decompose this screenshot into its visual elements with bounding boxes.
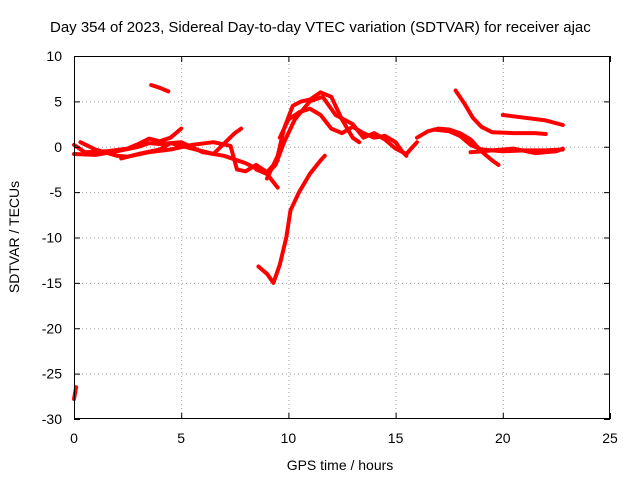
series-arc-short	[149, 83, 171, 94]
x-tick-label: 0	[70, 430, 78, 446]
chart-title: Day 354 of 2023, Sidereal Day-to-day VTE…	[50, 19, 591, 36]
y-tick-label: -20	[42, 320, 62, 336]
series-arc-afternoon	[415, 126, 501, 167]
series-arc-evening-a	[453, 88, 548, 136]
x-tick-label: 15	[388, 430, 404, 446]
series-arc-peak-b	[254, 94, 419, 176]
y-axis-label: SDTVAR / TECUs	[6, 181, 22, 293]
y-tick-label: -10	[42, 230, 62, 246]
series-arc-morning-d	[78, 140, 280, 175]
grid-lines	[74, 56, 610, 419]
y-tick-label: -5	[50, 184, 63, 200]
x-tick-label: 20	[495, 430, 511, 446]
x-tick-label: 10	[281, 430, 297, 446]
y-tick-label: -30	[42, 411, 62, 427]
x-tick-label: 5	[177, 430, 185, 446]
x-tick-label: 25	[602, 430, 618, 446]
series-arc-dip	[256, 153, 327, 285]
y-tick-label: 10	[46, 48, 62, 64]
series-arc-evening-b	[500, 113, 565, 127]
data-series	[72, 83, 565, 401]
series-arc-morning-a	[72, 126, 184, 155]
y-tick-label: 0	[54, 139, 62, 155]
y-tick-label: -15	[42, 275, 62, 291]
y-tick-label: 5	[54, 93, 62, 109]
plot-frame	[74, 56, 610, 419]
series-arc-evening-d	[468, 146, 565, 156]
series-arc-peak-c	[277, 106, 409, 158]
y-tick-label: -25	[42, 366, 62, 382]
x-axis-label: GPS time / hours	[287, 457, 394, 473]
